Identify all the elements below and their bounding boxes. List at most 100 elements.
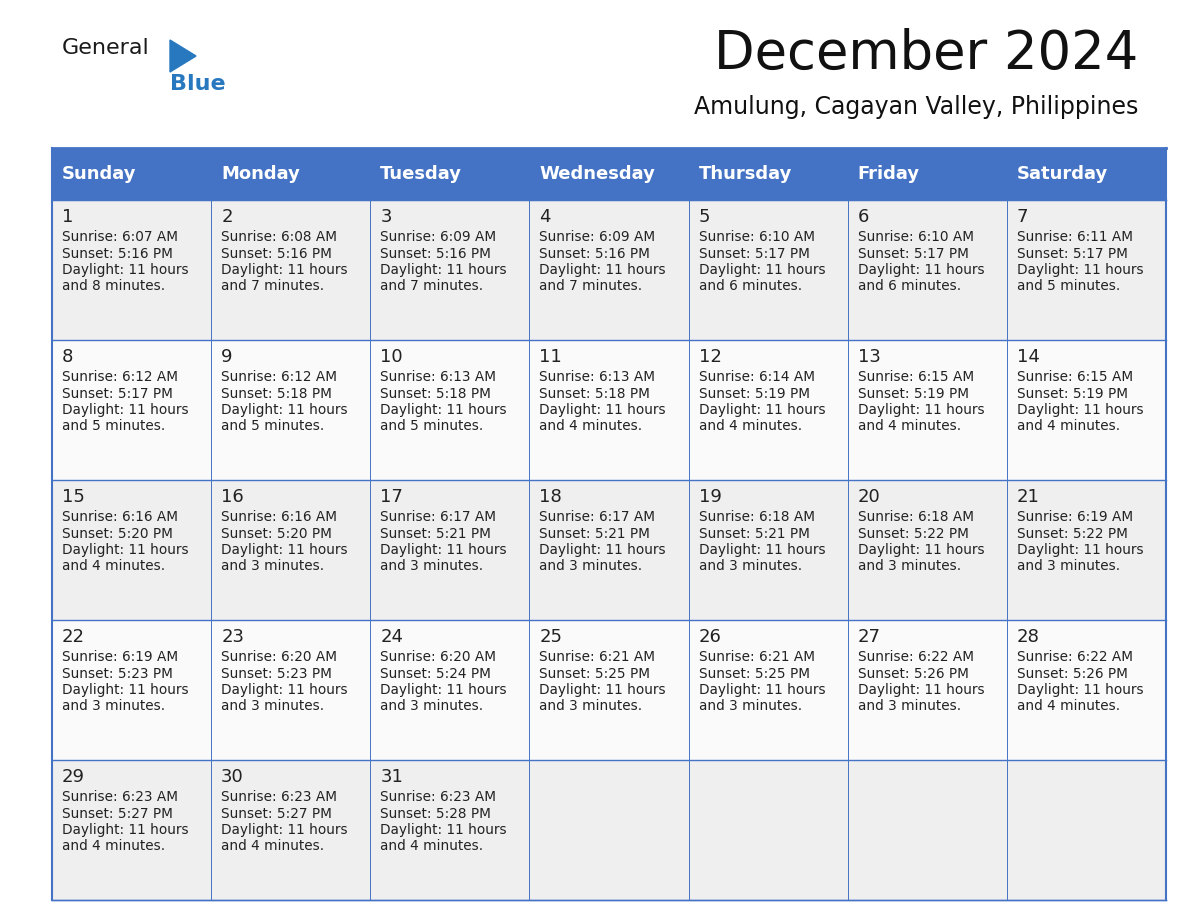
Text: and 3 minutes.: and 3 minutes.: [221, 700, 324, 713]
Text: Sunset: 5:26 PM: Sunset: 5:26 PM: [858, 666, 968, 680]
Text: and 5 minutes.: and 5 minutes.: [221, 420, 324, 433]
Text: Sunrise: 6:08 AM: Sunrise: 6:08 AM: [221, 230, 337, 244]
Text: Sunset: 5:21 PM: Sunset: 5:21 PM: [380, 527, 491, 541]
Text: and 4 minutes.: and 4 minutes.: [62, 839, 165, 854]
Text: Daylight: 11 hours: Daylight: 11 hours: [221, 543, 348, 557]
Text: and 3 minutes.: and 3 minutes.: [699, 700, 802, 713]
Text: Sunrise: 6:17 AM: Sunrise: 6:17 AM: [539, 510, 656, 524]
Bar: [371, 148, 530, 200]
Text: Sunrise: 6:18 AM: Sunrise: 6:18 AM: [858, 510, 974, 524]
Text: Sunday: Sunday: [62, 165, 137, 183]
Text: Sunset: 5:17 PM: Sunset: 5:17 PM: [858, 247, 968, 261]
Text: 26: 26: [699, 628, 721, 646]
Text: Daylight: 11 hours: Daylight: 11 hours: [62, 683, 189, 697]
Text: Sunrise: 6:23 AM: Sunrise: 6:23 AM: [380, 790, 497, 804]
Text: December 2024: December 2024: [714, 28, 1138, 80]
Text: 30: 30: [221, 768, 244, 786]
Text: and 4 minutes.: and 4 minutes.: [221, 839, 324, 854]
Text: Blue: Blue: [170, 74, 226, 94]
Text: 16: 16: [221, 488, 244, 506]
Text: Sunset: 5:16 PM: Sunset: 5:16 PM: [62, 247, 173, 261]
Text: 19: 19: [699, 488, 721, 506]
Text: 31: 31: [380, 768, 403, 786]
Text: Sunset: 5:17 PM: Sunset: 5:17 PM: [1017, 247, 1127, 261]
Text: Daylight: 11 hours: Daylight: 11 hours: [380, 823, 507, 837]
Text: Sunrise: 6:12 AM: Sunrise: 6:12 AM: [221, 370, 337, 384]
Text: Daylight: 11 hours: Daylight: 11 hours: [221, 403, 348, 417]
Text: Daylight: 11 hours: Daylight: 11 hours: [699, 263, 826, 277]
Text: Sunrise: 6:17 AM: Sunrise: 6:17 AM: [380, 510, 497, 524]
Text: and 3 minutes.: and 3 minutes.: [62, 700, 165, 713]
Text: 12: 12: [699, 348, 721, 366]
Bar: [52, 340, 1165, 480]
Text: Sunrise: 6:19 AM: Sunrise: 6:19 AM: [62, 650, 178, 664]
Text: Sunset: 5:22 PM: Sunset: 5:22 PM: [858, 527, 968, 541]
Text: Sunset: 5:20 PM: Sunset: 5:20 PM: [62, 527, 173, 541]
Text: 5: 5: [699, 208, 710, 226]
Text: 23: 23: [221, 628, 245, 646]
Text: Sunset: 5:27 PM: Sunset: 5:27 PM: [62, 807, 173, 821]
Text: and 4 minutes.: and 4 minutes.: [1017, 700, 1120, 713]
Text: and 6 minutes.: and 6 minutes.: [699, 279, 802, 294]
Text: and 3 minutes.: and 3 minutes.: [221, 559, 324, 574]
Text: Sunset: 5:25 PM: Sunset: 5:25 PM: [539, 666, 650, 680]
Text: Sunrise: 6:09 AM: Sunrise: 6:09 AM: [380, 230, 497, 244]
Text: 21: 21: [1017, 488, 1040, 506]
Text: Sunset: 5:17 PM: Sunset: 5:17 PM: [699, 247, 809, 261]
Text: Daylight: 11 hours: Daylight: 11 hours: [380, 543, 507, 557]
Text: 28: 28: [1017, 628, 1040, 646]
Text: and 4 minutes.: and 4 minutes.: [380, 839, 484, 854]
Text: Daylight: 11 hours: Daylight: 11 hours: [858, 403, 985, 417]
Text: and 3 minutes.: and 3 minutes.: [380, 559, 484, 574]
Text: Sunrise: 6:10 AM: Sunrise: 6:10 AM: [699, 230, 815, 244]
Text: 11: 11: [539, 348, 562, 366]
Text: Sunrise: 6:15 AM: Sunrise: 6:15 AM: [1017, 370, 1133, 384]
Text: 3: 3: [380, 208, 392, 226]
Text: Daylight: 11 hours: Daylight: 11 hours: [62, 543, 189, 557]
Text: Monday: Monday: [221, 165, 301, 183]
Text: and 7 minutes.: and 7 minutes.: [221, 279, 324, 294]
Text: and 8 minutes.: and 8 minutes.: [62, 279, 165, 294]
Text: Sunrise: 6:16 AM: Sunrise: 6:16 AM: [221, 510, 337, 524]
Text: 2: 2: [221, 208, 233, 226]
Bar: [1007, 148, 1165, 200]
Text: Friday: Friday: [858, 165, 920, 183]
Text: and 5 minutes.: and 5 minutes.: [1017, 279, 1120, 294]
Text: Daylight: 11 hours: Daylight: 11 hours: [221, 683, 348, 697]
Text: Daylight: 11 hours: Daylight: 11 hours: [539, 683, 666, 697]
Bar: [211, 148, 371, 200]
Text: Sunset: 5:18 PM: Sunset: 5:18 PM: [539, 386, 650, 400]
Text: Daylight: 11 hours: Daylight: 11 hours: [380, 263, 507, 277]
Text: Daylight: 11 hours: Daylight: 11 hours: [539, 403, 666, 417]
Text: Sunrise: 6:15 AM: Sunrise: 6:15 AM: [858, 370, 974, 384]
Text: 7: 7: [1017, 208, 1029, 226]
Text: Sunset: 5:16 PM: Sunset: 5:16 PM: [539, 247, 650, 261]
Text: Sunrise: 6:10 AM: Sunrise: 6:10 AM: [858, 230, 974, 244]
Text: and 4 minutes.: and 4 minutes.: [539, 420, 643, 433]
Text: Amulung, Cagayan Valley, Philippines: Amulung, Cagayan Valley, Philippines: [694, 95, 1138, 119]
Text: 4: 4: [539, 208, 551, 226]
Text: and 5 minutes.: and 5 minutes.: [62, 420, 165, 433]
Bar: [848, 148, 1007, 200]
Text: Sunset: 5:21 PM: Sunset: 5:21 PM: [539, 527, 650, 541]
Text: Daylight: 11 hours: Daylight: 11 hours: [221, 263, 348, 277]
Text: Sunset: 5:17 PM: Sunset: 5:17 PM: [62, 386, 173, 400]
Text: Thursday: Thursday: [699, 165, 792, 183]
Text: and 3 minutes.: and 3 minutes.: [539, 700, 643, 713]
Text: Daylight: 11 hours: Daylight: 11 hours: [699, 543, 826, 557]
Text: and 7 minutes.: and 7 minutes.: [539, 279, 643, 294]
Text: Daylight: 11 hours: Daylight: 11 hours: [1017, 403, 1144, 417]
Text: Daylight: 11 hours: Daylight: 11 hours: [221, 823, 348, 837]
Text: Sunrise: 6:23 AM: Sunrise: 6:23 AM: [221, 790, 337, 804]
Text: Sunset: 5:16 PM: Sunset: 5:16 PM: [221, 247, 331, 261]
Text: Daylight: 11 hours: Daylight: 11 hours: [1017, 263, 1144, 277]
Text: 13: 13: [858, 348, 880, 366]
Text: Wednesday: Wednesday: [539, 165, 656, 183]
Text: Daylight: 11 hours: Daylight: 11 hours: [1017, 543, 1144, 557]
Text: Sunrise: 6:21 AM: Sunrise: 6:21 AM: [699, 650, 815, 664]
Text: Sunrise: 6:23 AM: Sunrise: 6:23 AM: [62, 790, 178, 804]
Text: 9: 9: [221, 348, 233, 366]
Text: Sunrise: 6:16 AM: Sunrise: 6:16 AM: [62, 510, 178, 524]
Text: and 6 minutes.: and 6 minutes.: [858, 279, 961, 294]
Text: and 3 minutes.: and 3 minutes.: [539, 559, 643, 574]
